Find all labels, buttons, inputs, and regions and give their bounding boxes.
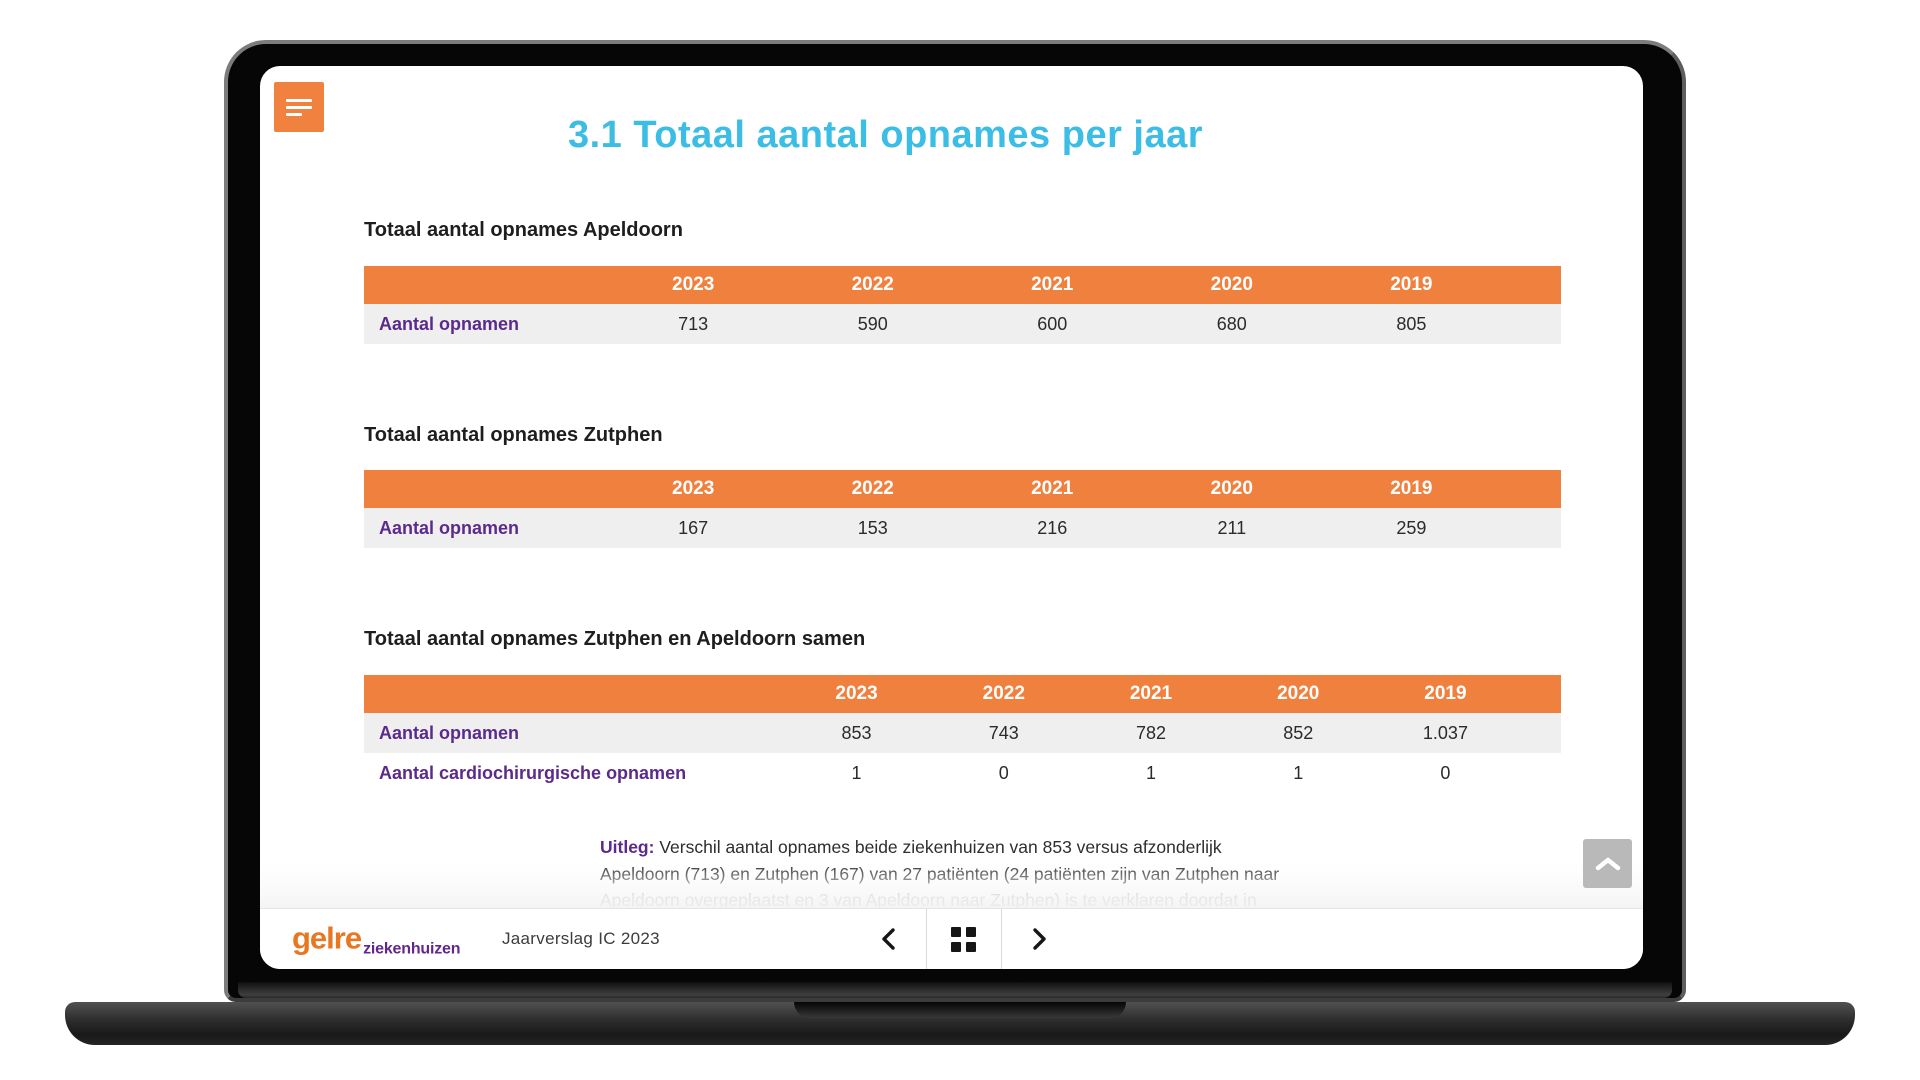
year-header: 2019 bbox=[1371, 675, 1520, 713]
grid-icon bbox=[951, 926, 976, 952]
value-cell: 216 bbox=[1037, 517, 1068, 538]
table-header-row: 2023 2022 2021 2020 2019 bbox=[364, 470, 1561, 508]
spacer-cell bbox=[1501, 508, 1561, 548]
slide-content: Totaal aantal opnames Apeldoorn 2023 202… bbox=[364, 66, 1561, 969]
value-cell: 259 bbox=[1396, 517, 1427, 538]
spacer-cell bbox=[1519, 713, 1561, 753]
table-row: Aantal opnamen 853 743 782 852 1.037 bbox=[364, 713, 1561, 753]
value-cell: 782 bbox=[1135, 722, 1167, 743]
logo-text-ziekenhuizen: ziekenhuizen bbox=[363, 940, 461, 958]
value-cell: 1.037 bbox=[1422, 722, 1468, 743]
table-samen: 2023 2022 2021 2020 2019 Aantal opnamen … bbox=[364, 675, 1561, 793]
scroll-top-button[interactable] bbox=[1583, 839, 1632, 888]
spacer-header-cell bbox=[1501, 266, 1561, 304]
hamburger-icon bbox=[286, 98, 312, 116]
laptop-hinge bbox=[238, 982, 1672, 998]
page-title: 3.1 Totaal aantal opnames per jaar bbox=[567, 114, 1204, 156]
explanation-note: Uitleg: Verschil aantal opnames beide zi… bbox=[600, 834, 1279, 914]
year-header: 2019 bbox=[1321, 266, 1502, 304]
divider bbox=[1000, 909, 1002, 969]
year-header: 2023 bbox=[782, 675, 931, 713]
value-cell: 590 bbox=[857, 313, 888, 334]
row-label: Aantal opnamen bbox=[379, 722, 520, 743]
chevron-left-icon bbox=[881, 928, 895, 950]
spacer-cell bbox=[1519, 753, 1561, 793]
next-page-button[interactable] bbox=[1002, 909, 1076, 969]
table-row: Aantal opnamen 167 153 216 211 259 bbox=[364, 508, 1561, 548]
year-header: 2021 bbox=[962, 470, 1143, 508]
section-heading-samen: Totaal aantal opnames Zutphen en Apeldoo… bbox=[364, 628, 866, 650]
year-header: 2021 bbox=[1077, 675, 1225, 713]
year-header: 2023 bbox=[603, 470, 783, 508]
value-cell: 853 bbox=[841, 722, 872, 743]
divider bbox=[925, 909, 927, 969]
table-row: Aantal opnamen 713 590 600 680 805 bbox=[364, 304, 1561, 344]
value-cell: 0 bbox=[998, 762, 1009, 783]
laptop-notch bbox=[794, 1002, 1126, 1018]
year-header: 2023 bbox=[603, 266, 783, 304]
prev-page-button[interactable] bbox=[852, 909, 926, 969]
logo-text-gelre: gelre bbox=[292, 920, 362, 956]
laptop-bezel: 3.1 Totaal aantal opnames per jaar Totaa… bbox=[224, 40, 1686, 1002]
report-viewer-screen: 3.1 Totaal aantal opnames per jaar Totaa… bbox=[260, 66, 1643, 969]
year-header: 2020 bbox=[1142, 266, 1322, 304]
section-heading-zutphen: Totaal aantal opnames Zutphen bbox=[364, 424, 663, 446]
value-cell: 211 bbox=[1217, 517, 1247, 538]
value-cell: 1 bbox=[1293, 762, 1304, 783]
gelre-logo: gelre ziekenhuizen bbox=[292, 920, 461, 958]
table-header-row: 2023 2022 2021 2020 2019 bbox=[364, 675, 1561, 713]
value-cell: 743 bbox=[988, 722, 1019, 743]
row-label: Aantal cardiochirurgische opnamen bbox=[379, 762, 687, 783]
footer-bar: gelre ziekenhuizen Jaarverslag IC 2023 bbox=[260, 908, 1643, 969]
year-header: 2022 bbox=[930, 675, 1078, 713]
value-cell: 1 bbox=[1145, 762, 1156, 783]
empty-header-cell bbox=[364, 266, 604, 304]
year-header: 2022 bbox=[782, 470, 963, 508]
table-apeldoorn: 2023 2022 2021 2020 2019 Aantal opnamen … bbox=[364, 266, 1561, 344]
note-line: Uitleg: Verschil aantal opnames beide zi… bbox=[600, 834, 1279, 861]
row-label: Aantal opnamen bbox=[379, 313, 520, 334]
value-cell: 0 bbox=[1440, 762, 1451, 783]
value-cell: 680 bbox=[1216, 313, 1247, 334]
chevron-right-icon bbox=[1032, 928, 1046, 950]
table-header-row: 2023 2022 2021 2020 2019 bbox=[364, 266, 1561, 304]
value-cell: 167 bbox=[678, 517, 709, 538]
spacer-header-cell bbox=[1519, 675, 1561, 713]
empty-header-cell bbox=[364, 470, 604, 508]
value-cell: 1 bbox=[851, 762, 862, 783]
year-header: 2022 bbox=[782, 266, 963, 304]
value-cell: 852 bbox=[1283, 722, 1314, 743]
year-header: 2021 bbox=[962, 266, 1143, 304]
note-label: Uitleg: bbox=[600, 837, 655, 857]
value-cell: 713 bbox=[678, 313, 709, 334]
value-cell: 600 bbox=[1037, 313, 1068, 334]
table-zutphen: 2023 2022 2021 2020 2019 Aantal opnamen … bbox=[364, 470, 1561, 548]
spacer-cell bbox=[1501, 304, 1561, 344]
overview-button[interactable] bbox=[927, 909, 1001, 969]
note-text: Verschil aantal opnames beide ziekenhuiz… bbox=[654, 837, 1222, 857]
spacer-header-cell bbox=[1501, 470, 1561, 508]
pager-controls bbox=[852, 909, 1076, 969]
year-header: 2019 bbox=[1321, 470, 1502, 508]
menu-button[interactable] bbox=[274, 82, 324, 132]
chevron-up-icon bbox=[1595, 857, 1620, 870]
empty-header-cell bbox=[364, 675, 783, 713]
year-header: 2020 bbox=[1142, 470, 1322, 508]
note-line: Apeldoorn (713) en Zutphen (167) van 27 … bbox=[600, 863, 1280, 884]
table-row: Aantal cardiochirurgische opnamen 1 0 1 … bbox=[364, 753, 1561, 793]
section-heading-apeldoorn: Totaal aantal opnames Apeldoorn bbox=[364, 219, 683, 241]
row-label: Aantal opnamen bbox=[379, 517, 520, 538]
laptop-base bbox=[65, 1002, 1855, 1045]
year-header: 2020 bbox=[1224, 675, 1372, 713]
value-cell: 153 bbox=[857, 517, 888, 538]
value-cell: 805 bbox=[1396, 313, 1427, 334]
document-title: Jaarverslag IC 2023 bbox=[502, 929, 660, 948]
